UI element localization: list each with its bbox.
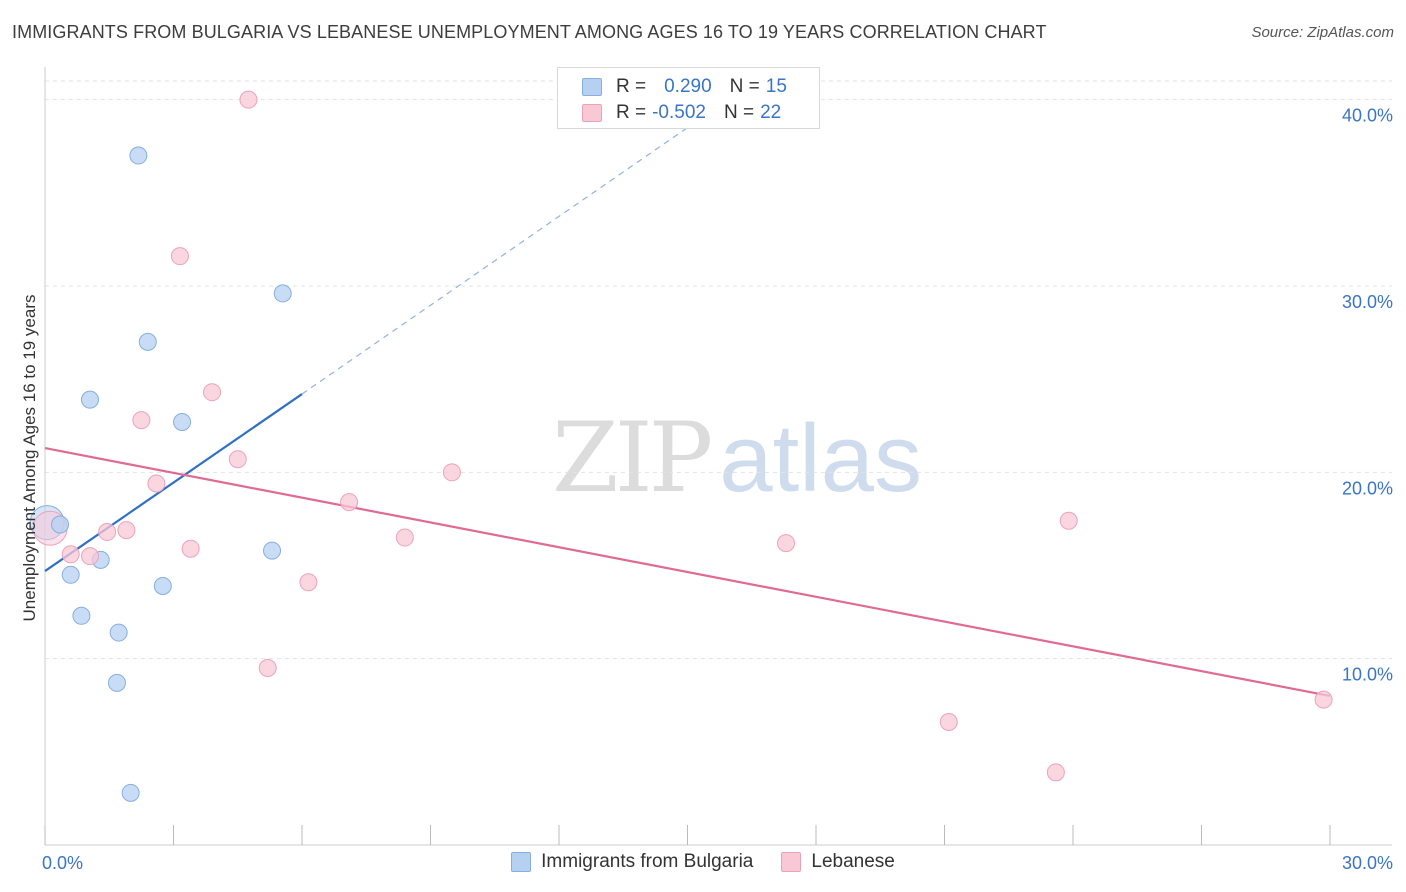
point-bulgaria	[173, 413, 192, 432]
trend-line-bulgaria	[44, 393, 303, 572]
axes	[44, 67, 1392, 846]
legend-swatch-lebanese	[582, 104, 602, 122]
legend-r-label: R =	[616, 76, 647, 97]
legend-swatch-bulgaria	[582, 78, 602, 96]
source-label: Source: ZipAtlas.com	[1251, 24, 1394, 41]
point-bulgaria	[61, 565, 80, 584]
point-lebanese	[147, 474, 166, 493]
point-bulgaria	[121, 783, 140, 802]
legend-n-value: 22	[760, 102, 782, 123]
point-lebanese	[777, 534, 796, 553]
legend-row-bulgaria: R = 0.290 N = 15	[582, 75, 787, 99]
point-lebanese	[1059, 511, 1078, 530]
legend-r-value: 0.290	[664, 76, 712, 97]
point-lebanese	[228, 450, 247, 469]
gridlines	[45, 80, 1392, 660]
point-lebanese	[98, 522, 117, 541]
point-lebanese	[395, 528, 414, 547]
point-lebanese	[80, 547, 99, 566]
point-bulgaria	[109, 623, 128, 642]
point-lebanese	[299, 573, 318, 592]
point-lebanese	[61, 545, 80, 564]
legend-label-lebanese: Lebanese	[811, 851, 895, 872]
point-lebanese	[132, 411, 151, 430]
point-lebanese	[258, 658, 277, 677]
series-legend: Immigrants from Bulgaria Lebanese	[0, 851, 1406, 873]
point-lebanese	[442, 463, 461, 482]
point-bulgaria	[80, 390, 99, 409]
point-bulgaria	[263, 541, 282, 560]
tick-labels: 10.0% 20.0% 30.0% 40.0% 0.0% 30.0%	[42, 106, 1393, 873]
legend-row-lebanese: R = -0.502 N = 22	[582, 101, 781, 125]
point-bulgaria	[50, 515, 69, 534]
legend-swatch-bulgaria	[511, 852, 532, 872]
point-lebanese	[340, 493, 359, 512]
point-lebanese	[117, 521, 136, 540]
legend-swatch-lebanese	[781, 852, 802, 872]
point-lebanese	[939, 713, 958, 732]
point-lebanese	[1314, 690, 1333, 709]
point-bulgaria	[107, 673, 126, 692]
legend-n-label: N =	[729, 76, 760, 97]
point-bulgaria	[138, 332, 157, 351]
point-bulgaria	[129, 146, 148, 165]
point-bulgaria	[273, 284, 292, 303]
point-lebanese	[170, 247, 189, 266]
legend-r-value: -0.502	[652, 102, 706, 123]
x-tick-label: 30.0%	[1342, 853, 1393, 873]
y-tick-label: 30.0%	[1342, 292, 1393, 312]
x-tick-label: 0.0%	[42, 853, 83, 873]
point-lebanese	[203, 383, 222, 402]
y-tick-label: 10.0%	[1342, 665, 1393, 685]
point-lebanese	[239, 90, 258, 109]
point-lebanese	[1046, 763, 1065, 782]
legend-n-label: N =	[723, 102, 755, 123]
point-lebanese	[181, 539, 200, 558]
chart-title: IMMIGRANTS FROM BULGARIA VS LEBANESE UNE…	[12, 22, 1047, 42]
correlation-legend: R = 0.290 N = 15 R = -0.502 N = 22	[557, 67, 820, 129]
trend-lines	[44, 127, 1331, 698]
legend-n-value: 15	[765, 76, 787, 97]
legend-item-bulgaria: Immigrants from Bulgaria	[511, 851, 753, 873]
point-bulgaria	[72, 606, 91, 625]
y-tick-label: 20.0%	[1342, 478, 1393, 498]
trend-line-lebanese	[44, 447, 1331, 698]
point-bulgaria	[153, 576, 172, 595]
legend-label-bulgaria: Immigrants from Bulgaria	[541, 851, 754, 872]
legend-item-lebanese: Lebanese	[781, 851, 895, 873]
data-points	[29, 90, 1333, 802]
y-axis-label: Unemployment Among Ages 16 to 19 years	[20, 295, 39, 622]
y-tick-label: 40.0%	[1342, 106, 1393, 126]
legend-r-label: R =	[616, 102, 647, 123]
trend-line-bulgaria-extension	[301, 127, 688, 395]
